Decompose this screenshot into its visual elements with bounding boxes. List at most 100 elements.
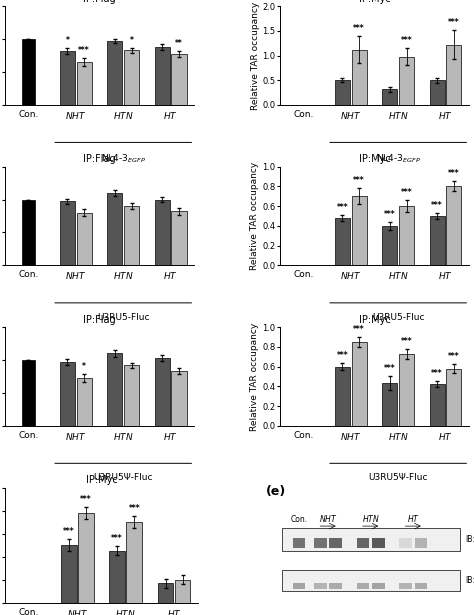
- Y-axis label: Relative TAR occupancy: Relative TAR occupancy: [251, 1, 260, 109]
- Text: ***: ***: [337, 351, 348, 360]
- Text: ***: ***: [448, 170, 460, 178]
- Text: NL4-3$_{EGFP}$: NL4-3$_{EGFP}$: [376, 153, 420, 165]
- Text: ***: ***: [80, 494, 91, 504]
- Text: ***: ***: [431, 370, 443, 378]
- Y-axis label: Relative TAR occupancy: Relative TAR occupancy: [250, 162, 259, 270]
- Bar: [127, 522, 142, 603]
- Text: ***: ***: [401, 36, 412, 45]
- Text: ***: ***: [384, 210, 396, 219]
- Bar: [447, 368, 462, 426]
- Text: U3RU5-Fluc: U3RU5-Fluc: [372, 313, 424, 322]
- Title: IP:Myc: IP:Myc: [359, 0, 390, 4]
- Bar: [124, 206, 139, 265]
- Text: $\it{HTN}$: $\it{HTN}$: [362, 514, 380, 525]
- Bar: [22, 199, 35, 265]
- Bar: [399, 538, 412, 548]
- Bar: [447, 186, 462, 265]
- Bar: [382, 226, 397, 265]
- Bar: [356, 538, 369, 548]
- Text: (e): (e): [266, 485, 286, 498]
- Text: ***: ***: [353, 24, 365, 33]
- Bar: [282, 528, 460, 551]
- Text: ***: ***: [448, 18, 460, 27]
- Bar: [107, 193, 122, 265]
- Text: *: *: [65, 36, 69, 46]
- Title: IP:Myc: IP:Myc: [86, 475, 118, 485]
- Text: *: *: [82, 362, 86, 371]
- Bar: [356, 583, 369, 589]
- Text: ***: ***: [401, 337, 412, 346]
- Text: $\it{HT}$: $\it{HT}$: [407, 514, 419, 525]
- Bar: [292, 583, 305, 589]
- Bar: [335, 218, 350, 265]
- Bar: [447, 45, 462, 105]
- Bar: [124, 50, 139, 105]
- Bar: [372, 538, 384, 548]
- Y-axis label: Relative TAR occupancy: Relative TAR occupancy: [250, 322, 259, 430]
- Bar: [60, 51, 75, 105]
- Title: IP:Flag: IP:Flag: [83, 154, 116, 164]
- Text: ***: ***: [353, 177, 365, 185]
- Text: **: **: [175, 39, 183, 48]
- Bar: [352, 196, 367, 265]
- Bar: [292, 538, 305, 548]
- Bar: [335, 80, 350, 105]
- Text: ***: ***: [448, 352, 460, 360]
- Bar: [282, 571, 460, 591]
- Bar: [352, 50, 367, 105]
- Text: ***: ***: [353, 325, 365, 334]
- Title: IP:Flag: IP:Flag: [83, 315, 116, 325]
- Title: IP:Myc: IP:Myc: [359, 154, 390, 164]
- Text: Con.: Con.: [291, 515, 308, 525]
- Bar: [22, 360, 35, 426]
- Bar: [335, 367, 350, 426]
- Text: ***: ***: [384, 365, 396, 373]
- Bar: [77, 213, 92, 265]
- Text: *: *: [130, 36, 134, 45]
- Bar: [155, 358, 170, 426]
- Bar: [382, 383, 397, 426]
- Bar: [78, 513, 93, 603]
- Text: ***: ***: [78, 46, 90, 55]
- Bar: [415, 583, 427, 589]
- Bar: [107, 354, 122, 426]
- Bar: [175, 580, 191, 603]
- Bar: [60, 202, 75, 265]
- Text: ***: ***: [401, 188, 412, 197]
- Bar: [60, 362, 75, 426]
- Text: ***: ***: [431, 201, 443, 210]
- Bar: [352, 342, 367, 426]
- Bar: [61, 545, 76, 603]
- Title: IP:Myc: IP:Myc: [359, 315, 390, 325]
- Bar: [329, 583, 342, 589]
- Text: ***: ***: [128, 504, 140, 513]
- Bar: [372, 583, 384, 589]
- Text: IB:Myc: IB:Myc: [465, 535, 474, 544]
- Bar: [172, 54, 187, 105]
- Text: ***: ***: [111, 534, 123, 543]
- Bar: [172, 212, 187, 265]
- Bar: [124, 365, 139, 426]
- Bar: [399, 583, 412, 589]
- Text: ***: ***: [63, 527, 74, 536]
- Bar: [109, 551, 125, 603]
- Bar: [429, 384, 445, 426]
- Text: $\it{NHT}$: $\it{NHT}$: [319, 514, 337, 525]
- Bar: [77, 62, 92, 105]
- Bar: [399, 206, 414, 265]
- Bar: [415, 538, 427, 548]
- Text: ***: ***: [337, 203, 348, 212]
- Bar: [314, 538, 327, 548]
- Bar: [314, 583, 327, 589]
- Text: U3RU5Ψ-Fluc: U3RU5Ψ-Fluc: [368, 473, 428, 482]
- Bar: [22, 39, 35, 105]
- Bar: [155, 47, 170, 105]
- Text: NL4-3$_{EGFP}$: NL4-3$_{EGFP}$: [101, 153, 146, 165]
- Bar: [399, 57, 414, 105]
- Bar: [399, 354, 414, 426]
- Bar: [382, 89, 397, 105]
- Text: U3RU5Ψ-Fluc: U3RU5Ψ-Fluc: [93, 473, 153, 482]
- Bar: [429, 80, 445, 105]
- Bar: [429, 216, 445, 265]
- Bar: [155, 199, 170, 265]
